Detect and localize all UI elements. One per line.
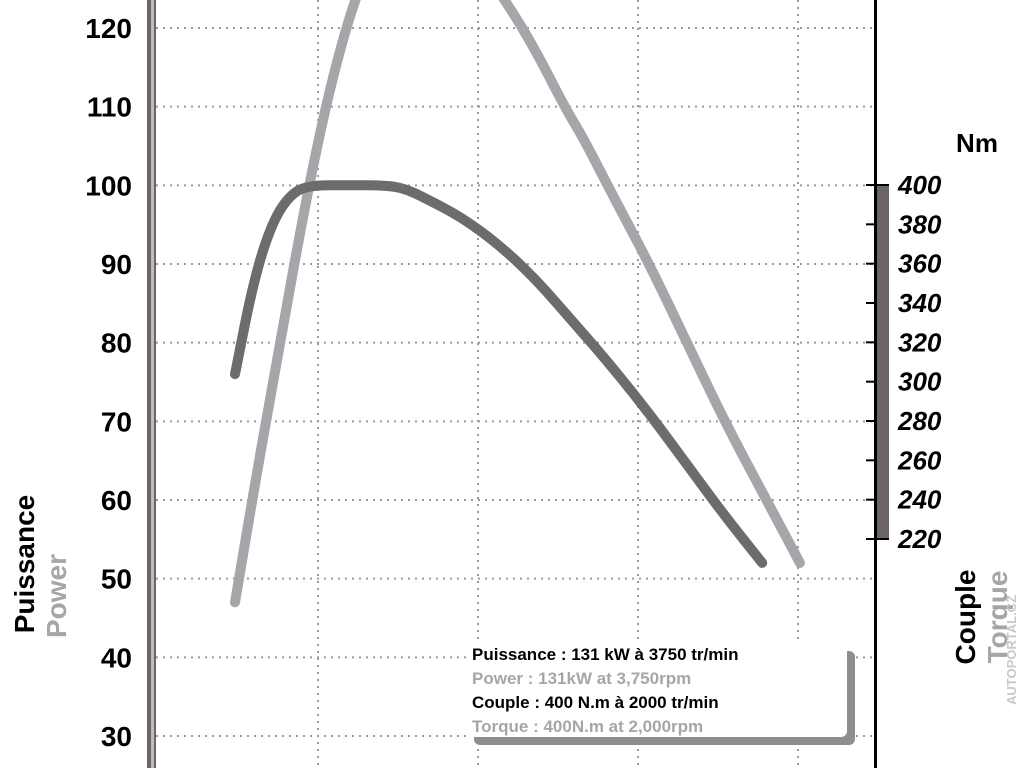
right-axis-title-fr: Couple [950,570,981,665]
left-tick-label: 40 [101,642,132,673]
left-axis-bar-highlight [151,0,154,768]
legend-background [466,643,847,737]
left-tick-label: 60 [101,485,132,516]
right-tick-label: 220 [897,524,942,554]
left-tick-label: 80 [101,328,132,359]
right-tick-label: 300 [898,367,942,397]
right-tick-label: 380 [898,209,942,239]
right-tick-label: 240 [897,485,942,515]
right-tick-label: 400 [897,170,942,200]
left-tick-label: 70 [101,406,132,437]
left-axis-title-fr: Puissance [9,495,40,634]
legend-line-2: Power : 131kW at 3,750rpm [472,669,691,688]
right-tick-label: 340 [898,288,942,318]
right-plot-border [874,0,877,768]
legend: Puissance : 131 kW à 3750 tr/min Power :… [466,643,855,745]
left-tick-label: 100 [85,170,132,201]
left-tick-label: 50 [101,564,132,595]
left-tick-label: 110 [87,92,132,123]
series-line-couple [230,180,768,568]
legend-line-3: Couple : 400 N.m à 2000 tr/min [472,693,719,712]
right-axis-ticks: 220 240 260 280 300 320 340 360 380 400 [866,170,942,554]
left-tick-label: 30 [101,721,132,752]
legend-line-4: Torque : 400N.m at 2,000rpm [472,717,703,736]
left-tick-label: 90 [101,249,132,280]
legend-line-1: Puissance : 131 kW à 3750 tr/min [472,645,738,664]
series-lines [230,0,805,608]
watermark: AUTOPORTAL.CZ [1004,595,1019,705]
right-tick-label: 280 [897,406,942,436]
right-axis-title-en: Torque [982,571,1013,664]
right-tick-label: 260 [897,445,942,475]
left-tick-label: 120 [85,13,132,44]
left-axis-title-en: Power [41,554,72,638]
right-tick-label: 360 [898,249,942,279]
series-line-puissance [230,0,805,608]
left-axis-ticks: 30 40 50 60 70 80 90 100 110 120 [85,13,132,752]
right-axis-unit: Nm [956,128,998,158]
right-tick-label: 320 [898,327,942,357]
right-axis-bar [866,184,889,540]
